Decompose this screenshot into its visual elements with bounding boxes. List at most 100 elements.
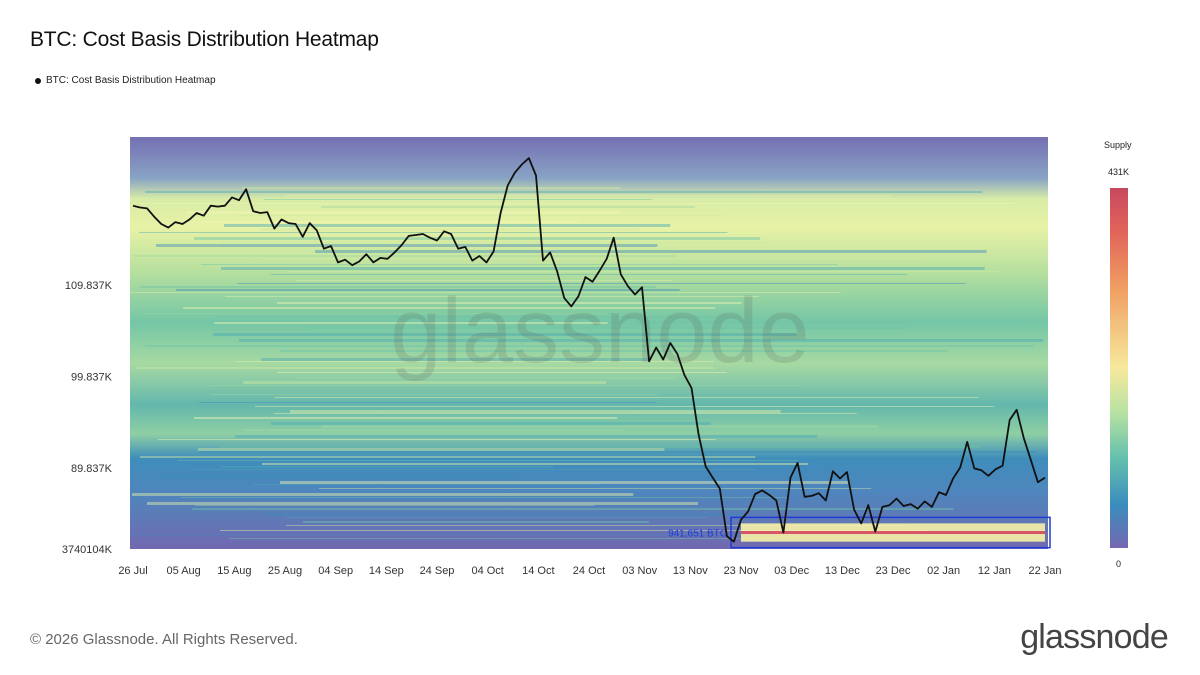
heat-band [158, 439, 716, 440]
x-tick-label: 04 Oct [471, 565, 503, 577]
heat-band [213, 333, 797, 336]
heat-band [210, 394, 658, 395]
heat-band [217, 316, 738, 318]
heat-band [183, 307, 716, 309]
heatmap-background [130, 137, 1048, 549]
heat-band [220, 530, 928, 531]
glassnode-logo: glassnode [1020, 618, 1169, 656]
x-tick-label: 02 Jan [927, 565, 960, 577]
x-tick-label: 13 Dec [825, 565, 860, 577]
heat-band [303, 521, 649, 523]
heat-band [140, 203, 1015, 204]
annotation-layer: 941,651 BTC [668, 516, 1051, 549]
heat-band [274, 413, 857, 414]
x-tick-label: 25 Aug [268, 565, 302, 577]
x-tick-label: 23 Nov [724, 565, 759, 577]
colorbar-max-label: 431K [1108, 167, 1130, 177]
heat-band [156, 244, 658, 247]
heat-band [235, 435, 818, 438]
heat-band [262, 463, 809, 465]
x-tick-label: 03 Dec [774, 565, 809, 577]
heat-band [267, 258, 925, 260]
y-tick-label: 89.837K [71, 463, 113, 475]
heat-band [137, 367, 715, 369]
y-axis: 109.837K 99.837K 89.837K 3740104K [62, 280, 113, 556]
heat-band [192, 508, 954, 510]
heat-band [200, 221, 580, 223]
heat-band-peak [741, 531, 1045, 535]
heat-band [286, 525, 908, 526]
heat-band [195, 505, 594, 506]
annotation-box [730, 516, 1051, 549]
x-tick-label: 23 Dec [876, 565, 911, 577]
heat-band [274, 354, 608, 357]
chart: glassnode 109.837K 99.837K 89.837K 3740104K… [62, 137, 1062, 577]
heat-band [277, 372, 727, 373]
heat-band [288, 271, 1001, 272]
heat-band [140, 456, 756, 458]
heat-band [194, 417, 618, 419]
heat-band [280, 481, 850, 484]
x-tick-label: 15 Aug [217, 565, 251, 577]
heat-band [322, 425, 878, 428]
heat-band [143, 313, 607, 314]
x-axis: 26 Jul 05 Aug 15 Aug 25 Aug 04 Sep 14 Sep 24 S… [118, 565, 1061, 577]
heat-band [130, 534, 746, 535]
heat-band [221, 466, 554, 468]
y-tick-label: 99.837K [71, 372, 113, 384]
x-tick-label: 04 Sep [318, 565, 353, 577]
colorbar [1110, 188, 1128, 548]
heat-band [229, 538, 775, 539]
heat-band [181, 497, 787, 498]
heat-band [199, 402, 657, 403]
heat-band [296, 280, 673, 281]
x-tick-label: 14 Sep [369, 565, 404, 577]
heat-band [219, 445, 981, 448]
x-tick-label: 26 Jul [118, 565, 147, 577]
heat-band [255, 406, 995, 407]
heat-band [264, 199, 652, 200]
price-layer [132, 157, 1046, 543]
heat-band [176, 289, 680, 291]
price-line [132, 157, 1046, 543]
heat-band [277, 302, 742, 304]
heat-band [242, 187, 621, 189]
heat-band [239, 215, 723, 216]
x-tick-label: 13 Nov [673, 565, 708, 577]
heat-band [261, 358, 649, 361]
y-tick-label: 109.837K [65, 280, 113, 292]
heat-band [225, 296, 759, 297]
heat-band [296, 377, 678, 379]
heat-band [286, 517, 708, 518]
heat-band [145, 191, 983, 193]
heat-band [178, 460, 799, 461]
x-tick-label: 12 Jan [978, 565, 1011, 577]
heat-band [201, 264, 838, 265]
heat-band [198, 448, 665, 451]
heat-band [271, 274, 908, 275]
watermark: glassnode [390, 280, 809, 382]
heat-band [134, 255, 678, 257]
heat-band [194, 237, 761, 240]
heat-band [321, 206, 695, 208]
heat-band [278, 388, 797, 389]
colorbar-title: Supply [1104, 140, 1132, 150]
heat-band [319, 488, 872, 489]
legend[interactable]: BTC: Cost Basis Distribution Heatmap [35, 75, 216, 86]
heat-band [147, 502, 699, 505]
heat-band [221, 267, 985, 270]
heatmap-bands [130, 187, 1045, 542]
heat-band [264, 513, 746, 516]
heat-band [214, 322, 608, 324]
heat-band [253, 484, 602, 485]
heat-band [139, 232, 728, 233]
heat-band [260, 228, 640, 231]
heat-band [140, 286, 656, 288]
x-tick-label: 05 Aug [167, 565, 201, 577]
heat-band [243, 429, 625, 431]
legend-marker [35, 77, 41, 84]
heat-band [224, 224, 671, 227]
heat-band [280, 350, 948, 352]
copyright-text: © 2026 Glassnode. All Rights Reserved. [30, 631, 298, 648]
heat-band [186, 211, 619, 214]
